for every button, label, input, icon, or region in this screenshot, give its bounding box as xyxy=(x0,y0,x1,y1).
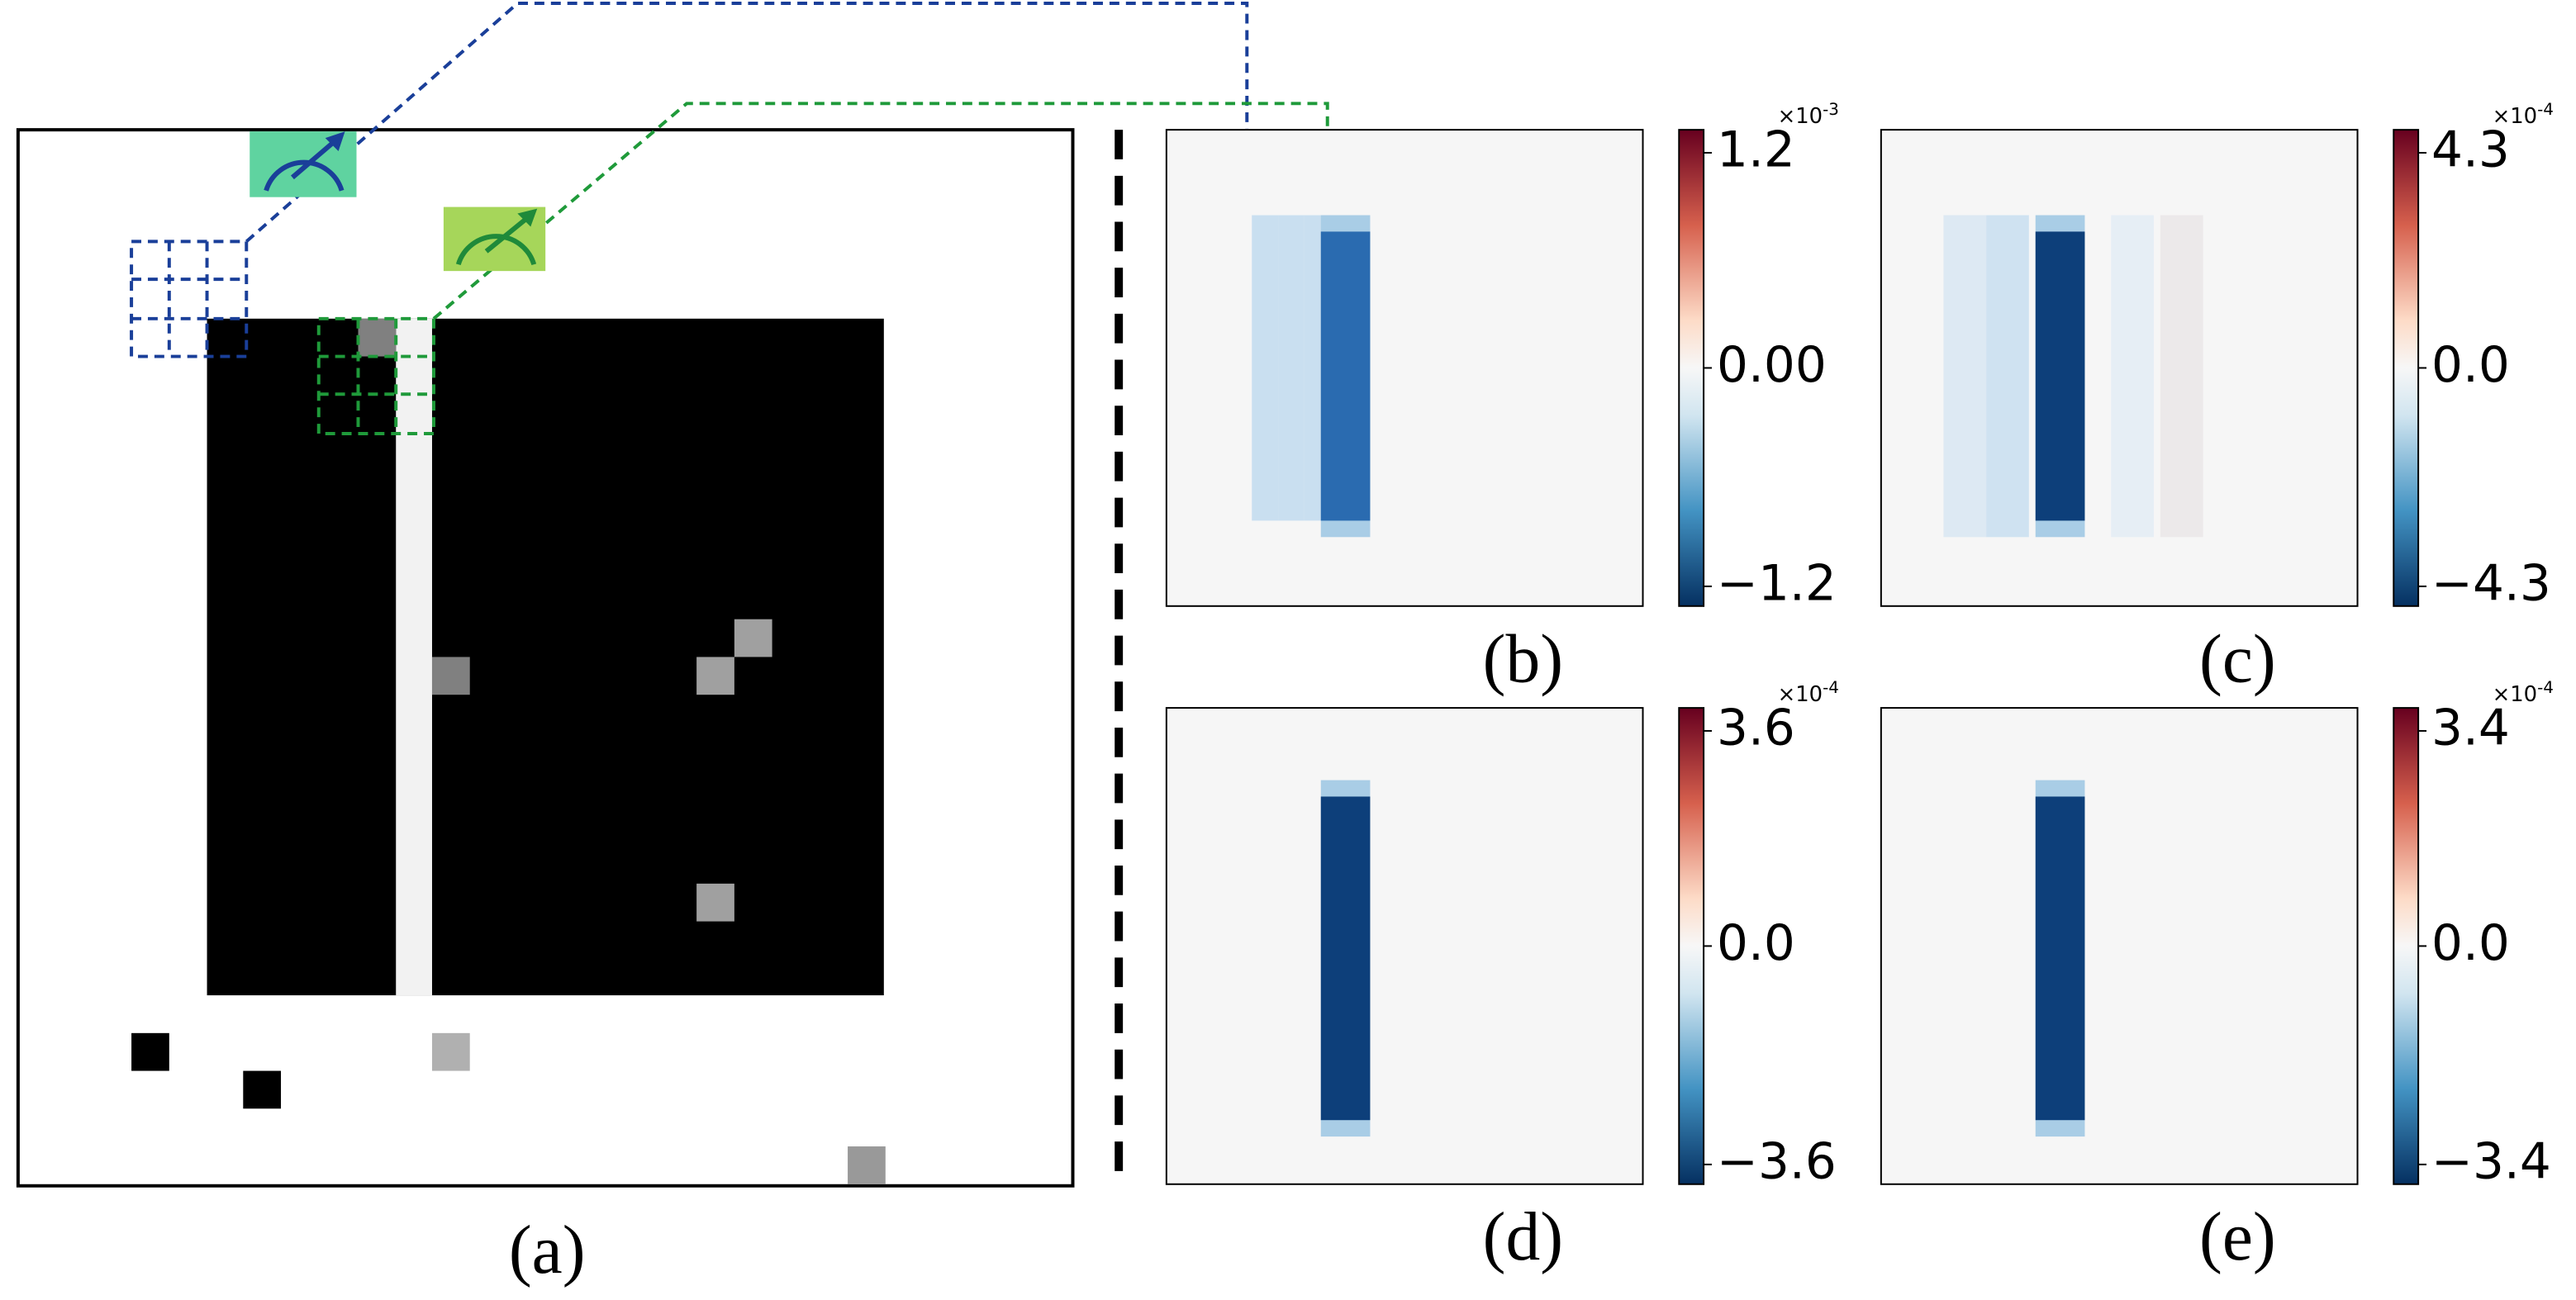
colorbar-label: −1.2 xyxy=(1717,556,1837,613)
heatmap-bg xyxy=(1880,707,2359,1185)
colorbar-label: 0.0 xyxy=(2431,915,2510,972)
scale-label: ×10-4 xyxy=(2493,678,2554,707)
caption: (a) xyxy=(509,1212,586,1288)
scale-exp: -4 xyxy=(2537,678,2554,697)
icon xyxy=(443,206,546,272)
heat-column xyxy=(1320,796,1371,1121)
heat-column xyxy=(2160,215,2203,538)
heatmap-bg xyxy=(1165,707,1644,1185)
heat-column xyxy=(2035,231,2085,521)
colorbar-label: 0.00 xyxy=(1717,337,1827,394)
scale-exp: -4 xyxy=(2537,100,2554,119)
caption: (c) xyxy=(2199,621,2276,697)
colorbar-label: 0.0 xyxy=(1717,915,1795,972)
heat-column xyxy=(1278,215,1305,521)
scale-label: ×10-3 xyxy=(1778,100,1839,129)
cell xyxy=(431,1032,470,1071)
cell xyxy=(734,619,772,657)
heatmaps: 1.20.00−1.2×10-3(b)4.30.0−4.3×10-4(c)3.6… xyxy=(1165,100,2554,1275)
heat-column xyxy=(2035,796,2085,1121)
heat-column xyxy=(1320,231,1371,521)
heat-column xyxy=(1252,215,1279,521)
cell xyxy=(131,1032,169,1071)
scale-label: ×10-4 xyxy=(1778,678,1839,707)
colorbar xyxy=(2393,129,2420,607)
heatmap-bg xyxy=(1165,129,1644,607)
scale-base: ×10 xyxy=(1778,682,1823,707)
scale-base: ×10 xyxy=(1778,104,1823,129)
stripe xyxy=(396,318,432,996)
cell xyxy=(848,1146,886,1184)
cell xyxy=(696,883,734,922)
scale-exp: -4 xyxy=(1823,678,1839,697)
scale-exp: -3 xyxy=(1823,100,1839,119)
heat-column xyxy=(2111,215,2154,538)
scale-base: ×10 xyxy=(2493,104,2538,129)
colorbar-label: 3.6 xyxy=(1717,700,1795,757)
colorbar-label: 0.0 xyxy=(2431,337,2510,394)
colorbar-label: −4.3 xyxy=(2431,556,2551,613)
cell xyxy=(243,1070,282,1109)
colorbar xyxy=(1678,129,1705,607)
scale-base: ×10 xyxy=(2493,682,2538,707)
caption: (d) xyxy=(1483,1199,1563,1275)
colorbar xyxy=(1678,707,1705,1185)
panel-a xyxy=(16,2,1336,1188)
colorbar-label: 1.2 xyxy=(1717,122,1795,179)
heat-column xyxy=(1986,215,2029,538)
colorbar xyxy=(2393,707,2420,1185)
cell xyxy=(358,318,397,357)
colorbar-label: −3.4 xyxy=(2431,1133,2551,1190)
scale-label: ×10-4 xyxy=(2493,100,2554,129)
heat-column xyxy=(1943,215,1987,538)
caption: (b) xyxy=(1483,621,1563,697)
colorbar-label: −3.6 xyxy=(1717,1133,1837,1190)
cell xyxy=(696,657,734,695)
colorbar-label: 3.4 xyxy=(2431,700,2510,757)
colorbar-label: 4.3 xyxy=(2431,122,2510,179)
icon xyxy=(250,131,357,197)
block xyxy=(207,318,884,996)
cell xyxy=(431,657,470,695)
caption: (e) xyxy=(2199,1199,2276,1275)
